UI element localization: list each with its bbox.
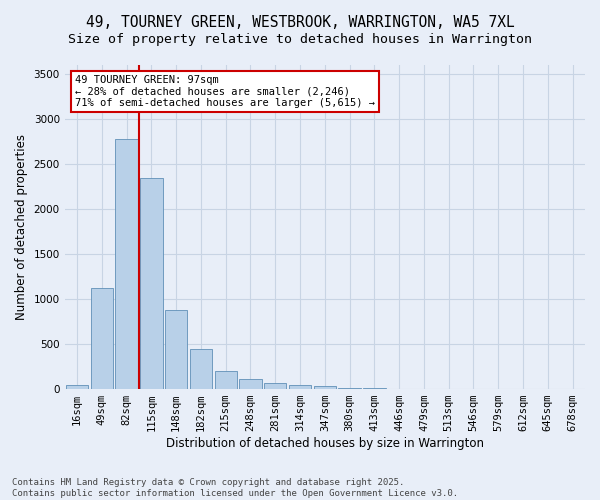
X-axis label: Distribution of detached houses by size in Warrington: Distribution of detached houses by size … [166, 437, 484, 450]
Text: Size of property relative to detached houses in Warrington: Size of property relative to detached ho… [68, 32, 532, 46]
Text: 49, TOURNEY GREEN, WESTBROOK, WARRINGTON, WA5 7XL: 49, TOURNEY GREEN, WESTBROOK, WARRINGTON… [86, 15, 514, 30]
Bar [363, 388, 386, 389]
Bar [314, 386, 336, 389]
Bar [115, 139, 138, 389]
Text: Contains HM Land Registry data © Crown copyright and database right 2025.
Contai: Contains HM Land Registry data © Crown c… [12, 478, 458, 498]
Bar [190, 350, 212, 389]
Bar [215, 370, 237, 389]
Text: 49 TOURNEY GREEN: 97sqm
← 28% of detached houses are smaller (2,246)
71% of semi: 49 TOURNEY GREEN: 97sqm ← 28% of detache… [75, 74, 375, 108]
Bar [289, 384, 311, 389]
Bar [264, 383, 286, 389]
Bar [165, 310, 187, 389]
Bar [140, 178, 163, 389]
Bar [239, 379, 262, 389]
Y-axis label: Number of detached properties: Number of detached properties [15, 134, 28, 320]
Bar [338, 388, 361, 389]
Bar [91, 288, 113, 389]
Bar [66, 384, 88, 389]
